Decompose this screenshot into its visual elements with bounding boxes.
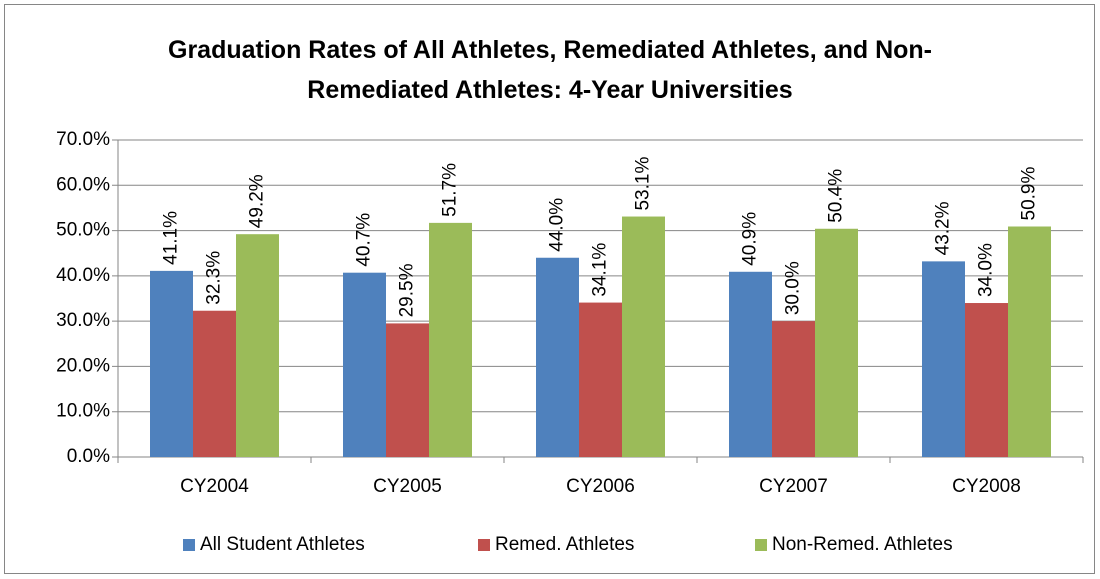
legend-swatch xyxy=(183,539,195,551)
data-label: 34.1% xyxy=(590,243,611,297)
y-tick-label: 20.0% xyxy=(56,355,110,376)
legend-label: All Student Athletes xyxy=(200,534,365,555)
legend-swatch xyxy=(478,539,490,551)
x-tick-label: CY2004 xyxy=(180,476,249,497)
x-tick-label: CY2007 xyxy=(759,476,828,497)
data-label: 34.0% xyxy=(976,243,997,297)
data-label: 41.1% xyxy=(161,211,182,265)
y-tick-label: 30.0% xyxy=(56,310,110,331)
y-tick-label: 0.0% xyxy=(67,446,110,467)
bar xyxy=(729,271,772,457)
data-label: 49.2% xyxy=(247,174,268,228)
x-tick-label: CY2006 xyxy=(566,476,635,497)
bar xyxy=(236,234,279,457)
legend-label: Remed. Athletes xyxy=(495,534,634,555)
data-label: 50.9% xyxy=(1019,167,1040,221)
bar xyxy=(772,321,815,457)
bar xyxy=(1008,226,1051,457)
data-label: 51.7% xyxy=(440,163,461,217)
y-tick-label: 70.0% xyxy=(56,129,110,150)
bar xyxy=(429,222,472,457)
data-label: 40.7% xyxy=(354,213,375,267)
y-tick-label: 60.0% xyxy=(56,174,110,195)
data-label: 44.0% xyxy=(547,198,568,252)
bar xyxy=(579,302,622,457)
bar xyxy=(386,323,429,457)
x-tick-label: CY2005 xyxy=(373,476,442,497)
data-label: 50.4% xyxy=(826,169,847,223)
data-label: 29.5% xyxy=(397,263,418,317)
data-label: 53.1% xyxy=(633,157,654,211)
bar xyxy=(343,272,386,457)
legend-swatch xyxy=(755,539,767,551)
x-tick-label: CY2008 xyxy=(952,476,1021,497)
y-tick-label: 10.0% xyxy=(56,401,110,422)
data-label: 32.3% xyxy=(204,251,225,305)
data-label: 43.2% xyxy=(933,201,954,255)
bar xyxy=(193,310,236,457)
bar xyxy=(922,261,965,457)
bar xyxy=(965,303,1008,457)
data-label: 40.9% xyxy=(740,212,761,266)
legend-label: Non-Remed. Athletes xyxy=(772,534,953,555)
bar xyxy=(150,270,193,457)
bar xyxy=(536,257,579,457)
chart-title: Graduation Rates of All Athletes, Remedi… xyxy=(168,36,932,104)
y-tick-label: 40.0% xyxy=(56,265,110,286)
bar xyxy=(815,228,858,457)
bar xyxy=(622,216,665,457)
y-tick-label: 50.0% xyxy=(56,220,110,241)
data-label: 30.0% xyxy=(783,261,804,315)
